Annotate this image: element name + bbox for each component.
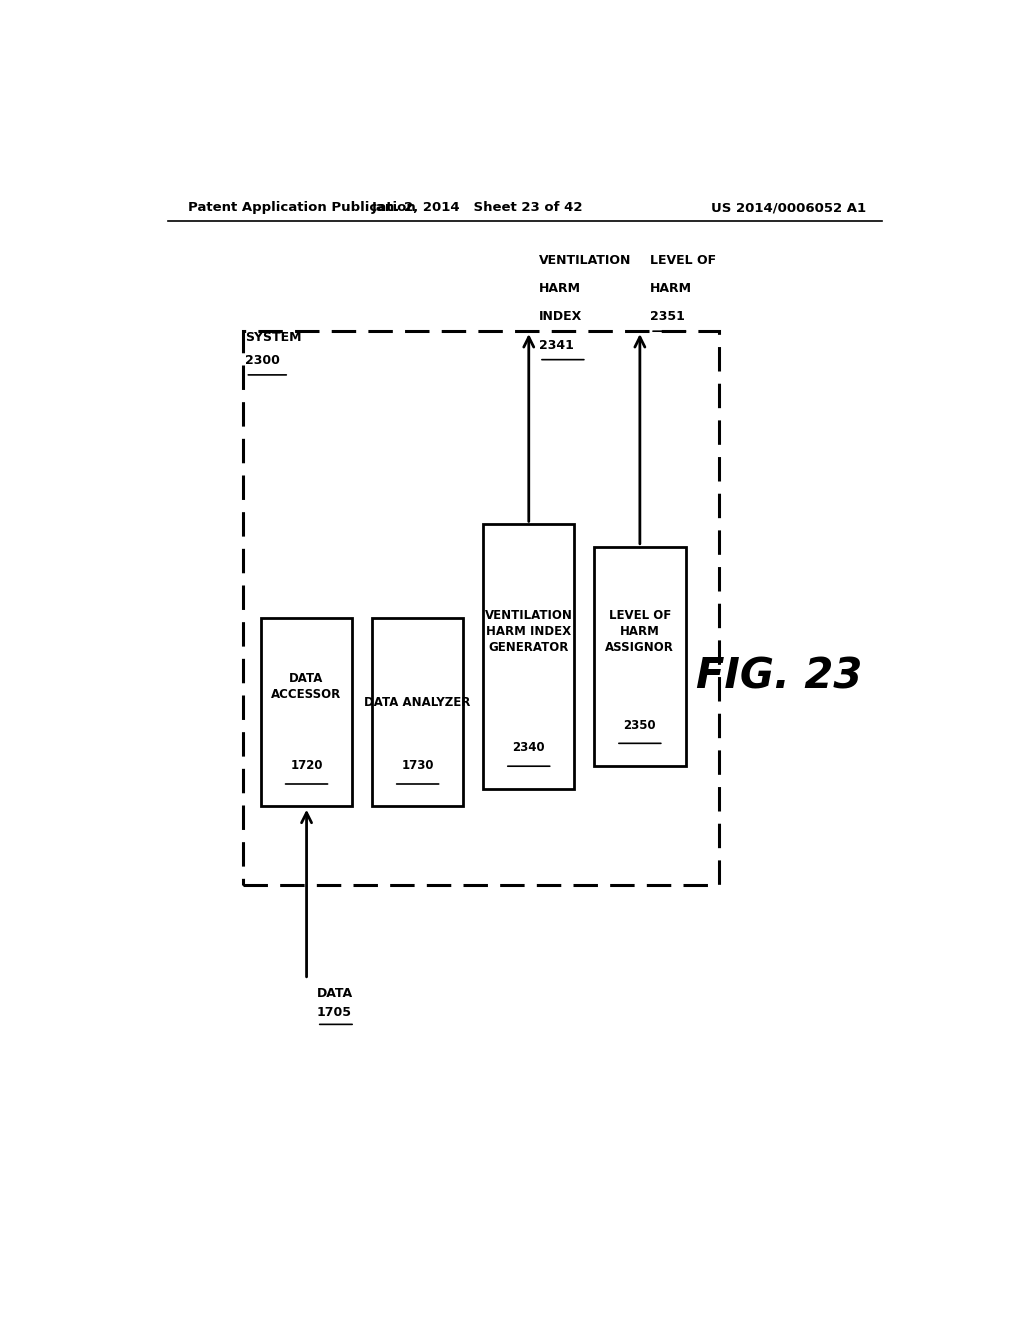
Text: DATA: DATA bbox=[316, 987, 353, 1001]
Text: DATA
ACCESSOR: DATA ACCESSOR bbox=[271, 672, 342, 701]
Text: 2351: 2351 bbox=[650, 310, 685, 323]
Text: 2341: 2341 bbox=[539, 339, 574, 352]
Text: Jan. 2, 2014   Sheet 23 of 42: Jan. 2, 2014 Sheet 23 of 42 bbox=[372, 201, 583, 214]
Text: LEVEL OF
HARM
ASSIGNOR: LEVEL OF HARM ASSIGNOR bbox=[605, 609, 675, 653]
Text: Patent Application Publication: Patent Application Publication bbox=[187, 201, 416, 214]
Text: 2350: 2350 bbox=[624, 718, 656, 731]
Text: HARM: HARM bbox=[650, 282, 692, 294]
Text: VENTILATION: VENTILATION bbox=[539, 253, 632, 267]
Bar bbox=[483, 524, 574, 788]
Text: INDEX: INDEX bbox=[539, 310, 583, 323]
Text: 1705: 1705 bbox=[316, 1006, 352, 1019]
Text: 2340: 2340 bbox=[512, 742, 545, 755]
Text: LEVEL OF: LEVEL OF bbox=[650, 253, 717, 267]
Bar bbox=[594, 548, 685, 766]
Text: DATA ANALYZER: DATA ANALYZER bbox=[365, 696, 471, 709]
Bar bbox=[243, 331, 719, 886]
Text: HARM: HARM bbox=[539, 282, 581, 294]
Text: 2300: 2300 bbox=[246, 354, 281, 367]
Text: SYSTEM: SYSTEM bbox=[246, 331, 302, 345]
Text: 1720: 1720 bbox=[291, 759, 323, 772]
Text: FIG. 23: FIG. 23 bbox=[695, 656, 862, 698]
Bar bbox=[372, 618, 463, 807]
Text: 1730: 1730 bbox=[401, 759, 434, 772]
Bar bbox=[261, 618, 352, 807]
Text: US 2014/0006052 A1: US 2014/0006052 A1 bbox=[711, 201, 866, 214]
Text: VENTILATION
HARM INDEX
GENERATOR: VENTILATION HARM INDEX GENERATOR bbox=[484, 609, 572, 653]
